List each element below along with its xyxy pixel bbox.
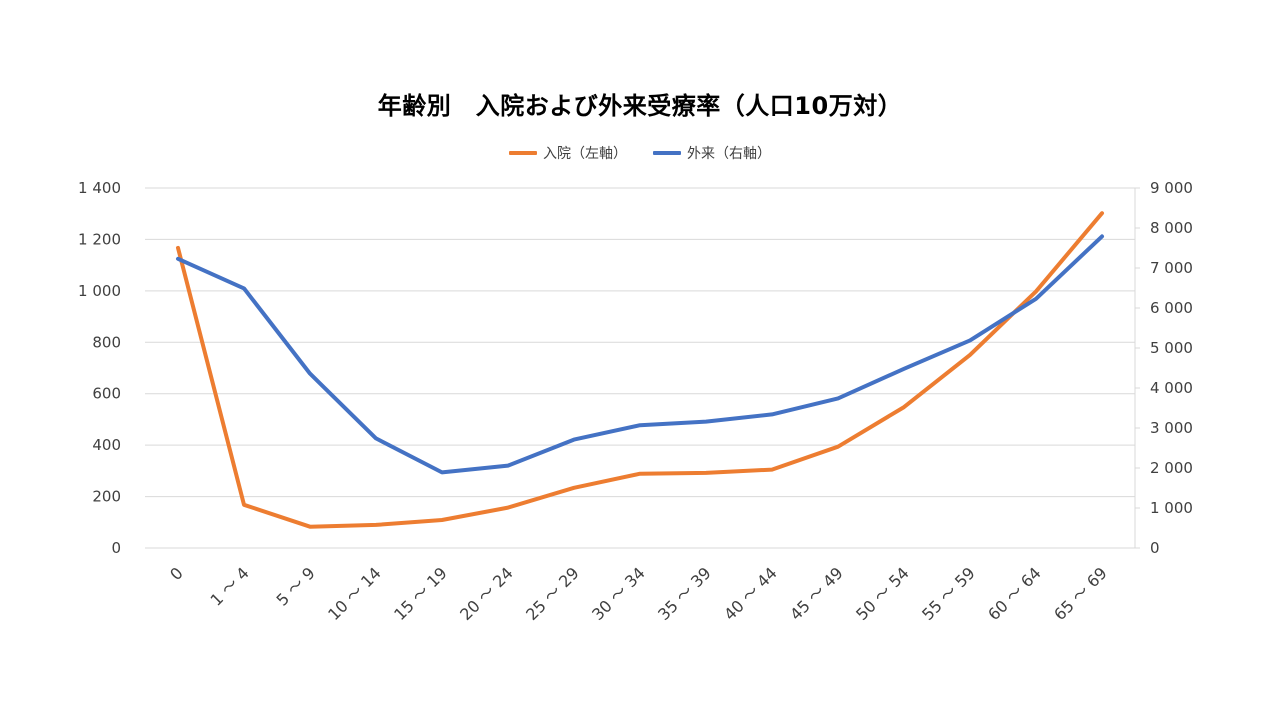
data-point-outpatient: [968, 338, 972, 342]
x-tick-label: 30 ～ 34: [588, 563, 649, 624]
data-point-inpatient: [704, 471, 708, 475]
data-point-outpatient: [308, 372, 312, 376]
x-tick-label: 20 ～ 24: [456, 563, 517, 624]
data-point-inpatient: [506, 506, 510, 510]
y-left-tick-label: 1 200: [78, 230, 121, 248]
y-right-tick-label: 4 000: [1150, 379, 1193, 397]
legend-item-inpatient: 入院（左軸）: [509, 143, 627, 163]
data-point-inpatient: [572, 486, 576, 490]
data-point-outpatient: [902, 367, 906, 371]
x-tick-label: 25 ～ 29: [522, 563, 583, 624]
y-right-tick-label: 7 000: [1150, 259, 1193, 277]
data-point-outpatient: [770, 412, 774, 416]
data-point-outpatient: [836, 396, 840, 400]
data-point-inpatient: [638, 472, 642, 476]
y-left-tick-label: 1 000: [78, 282, 121, 300]
data-point-inpatient: [836, 445, 840, 449]
data-point-inpatient: [374, 523, 378, 527]
data-point-inpatient: [440, 518, 444, 522]
x-tick-label: 35 ～ 39: [654, 563, 715, 624]
legend-swatch-inpatient: [509, 151, 537, 155]
data-point-inpatient: [242, 503, 246, 507]
y-right-tick-label: 3 000: [1150, 419, 1193, 437]
y-left-tick-label: 200: [92, 488, 121, 506]
x-tick-label: 55 ～ 59: [918, 563, 979, 624]
data-point-inpatient: [968, 353, 972, 357]
data-point-inpatient: [770, 468, 774, 472]
data-point-outpatient: [638, 423, 642, 427]
data-point-inpatient: [902, 405, 906, 409]
x-tick-label: 50 ～ 54: [852, 563, 913, 624]
data-point-inpatient: [308, 525, 312, 529]
data-point-outpatient: [704, 420, 708, 424]
y-right-tick-label: 6 000: [1150, 299, 1193, 317]
x-tick-label: 15 ～ 19: [390, 563, 451, 624]
y-right-tick-label: 5 000: [1150, 339, 1193, 357]
data-point-outpatient: [242, 286, 246, 290]
x-tick-label: 45 ～ 49: [786, 563, 847, 624]
chart-title: 年齢別 入院および外来受療率（人口10万対）: [377, 92, 903, 120]
y-left-tick-label: 600: [92, 385, 121, 403]
y-right-tick-label: 2 000: [1150, 459, 1193, 477]
x-tick-label: 65 ～ 69: [1050, 563, 1111, 624]
y-right-tick-label: 8 000: [1150, 219, 1193, 237]
y-left-tick-label: 1 400: [78, 179, 121, 197]
series-line-inpatient: [176, 211, 1104, 529]
data-point-outpatient: [572, 438, 576, 442]
x-tick-label: 5 ～ 9: [272, 563, 318, 609]
data-point-outpatient: [440, 470, 444, 474]
legend-label-inpatient: 入院（左軸）: [543, 146, 627, 162]
data-point-outpatient: [506, 464, 510, 468]
data-point-inpatient: [1100, 211, 1104, 215]
y-right-tick-label: 0: [1150, 539, 1160, 557]
data-point-outpatient: [374, 436, 378, 440]
legend-item-outpatient: 外来（右軸）: [653, 143, 771, 163]
y-right-tick-label: 9 000: [1150, 179, 1193, 197]
legend-swatch-outpatient: [653, 151, 681, 155]
x-tick-label: 40 ～ 44: [720, 563, 781, 624]
data-point-inpatient: [176, 246, 180, 250]
x-tick-label: 1 ～ 4: [206, 563, 252, 609]
data-point-outpatient: [176, 257, 180, 261]
y-right-tick-label: 1 000: [1150, 499, 1193, 517]
series-line-outpatient: [176, 234, 1104, 475]
legend: 入院（左軸） 外来（右軸）: [0, 143, 1280, 163]
y-left-tick-label: 400: [92, 436, 121, 454]
x-tick-label: 60 ～ 64: [984, 563, 1045, 624]
data-point-outpatient: [1100, 234, 1104, 238]
data-point-outpatient: [1034, 297, 1038, 301]
data-point-inpatient: [1034, 289, 1038, 293]
x-tick-label: 10 ～ 14: [324, 563, 385, 624]
y-left-tick-label: 0: [111, 539, 121, 557]
legend-label-outpatient: 外来（右軸）: [687, 146, 771, 162]
x-tick-label: 0: [166, 563, 187, 584]
y-left-tick-label: 800: [92, 333, 121, 351]
